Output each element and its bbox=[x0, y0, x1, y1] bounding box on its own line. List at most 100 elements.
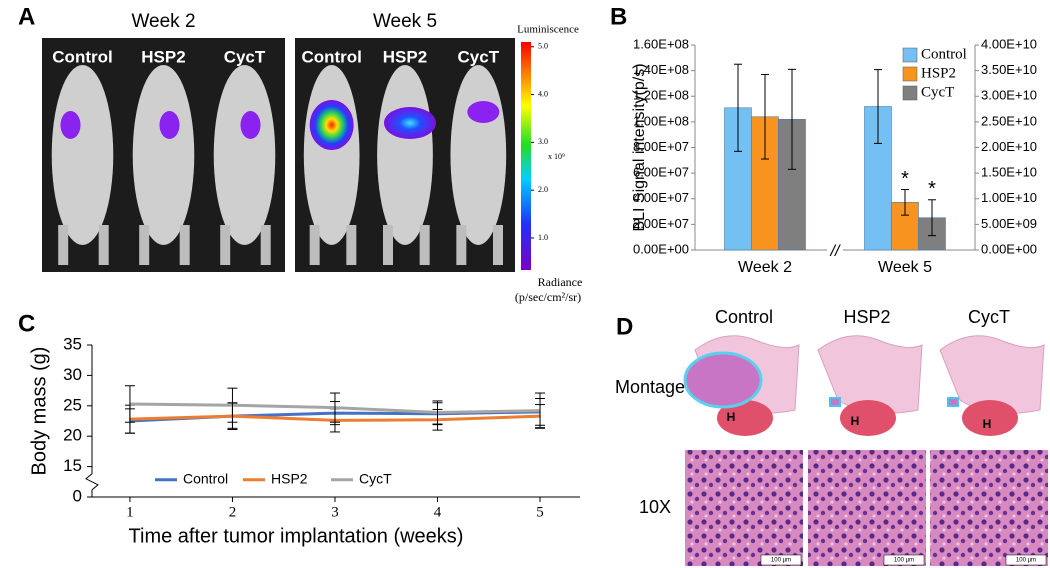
error-bar bbox=[874, 69, 882, 144]
legend-swatch bbox=[902, 47, 918, 63]
error-bar bbox=[928, 199, 936, 237]
y-tick-label: 2.00E+07 bbox=[633, 216, 689, 231]
heart-label: H bbox=[983, 417, 992, 431]
signal bbox=[309, 100, 354, 150]
mouse-label: CycT bbox=[458, 47, 500, 66]
column-label: Control bbox=[715, 307, 773, 327]
heart-tissue bbox=[717, 400, 773, 436]
error-bar bbox=[329, 392, 340, 423]
y-tick-label: 0.00E+00 bbox=[981, 241, 1037, 256]
scale-bar-box bbox=[883, 554, 925, 566]
histology bbox=[685, 450, 803, 566]
heart-label: H bbox=[727, 410, 736, 424]
x-tick-label: 4 bbox=[434, 504, 442, 520]
y-tick-label: 1.60E+08 bbox=[633, 36, 689, 51]
error-bar bbox=[761, 73, 769, 160]
mouse-body bbox=[132, 65, 195, 245]
colorbar-unit: (p/sec/cm²/sr) bbox=[515, 290, 581, 304]
legend-swatch bbox=[902, 66, 918, 82]
x-tick-label: 1 bbox=[126, 504, 134, 520]
row-label: 10X bbox=[639, 497, 671, 517]
x-tick-label: 5 bbox=[536, 504, 544, 520]
heart-label: H bbox=[851, 414, 860, 428]
y-tick-label: 20 bbox=[63, 426, 82, 445]
significance-marker: * bbox=[928, 178, 936, 200]
legend-label: Control bbox=[921, 46, 967, 62]
y-tick-label: 4.00E+10 bbox=[981, 36, 1037, 51]
mouse-leg bbox=[383, 225, 393, 265]
y-tick-label: 30 bbox=[63, 365, 82, 384]
legend-label: CycT bbox=[359, 471, 392, 487]
y-tick-label: 0.00E+00 bbox=[633, 241, 689, 256]
legend-label: CycT bbox=[921, 84, 954, 100]
row-label: Montage bbox=[615, 377, 685, 397]
y-tick-label: 35 bbox=[63, 334, 82, 353]
mouse-label: Control bbox=[301, 47, 361, 66]
y-tick-label: 8.00E+07 bbox=[633, 139, 689, 154]
signal bbox=[467, 101, 500, 123]
colorbar-tick-label: 4.0 bbox=[538, 89, 548, 98]
mouse-leg bbox=[98, 225, 109, 265]
y-tick-label: 25 bbox=[63, 395, 82, 414]
x-tick-label: 3 bbox=[331, 504, 339, 520]
error-bar bbox=[901, 189, 909, 216]
image-title: Week 2 bbox=[131, 11, 195, 32]
tumor bbox=[947, 397, 959, 407]
scale-bar-box bbox=[1005, 554, 1047, 566]
mouse-leg bbox=[220, 225, 231, 265]
heart-tissue bbox=[962, 400, 1018, 436]
mouse-body bbox=[303, 65, 360, 245]
y-tick-label: 1.40E+08 bbox=[633, 62, 689, 77]
legend-label: HSP2 bbox=[271, 471, 308, 487]
panel-label: A bbox=[18, 3, 35, 30]
error-bar bbox=[788, 68, 796, 170]
panel-label: C bbox=[18, 310, 35, 337]
mouse-leg bbox=[346, 225, 357, 265]
y-tick-label: 15 bbox=[63, 456, 82, 475]
signal bbox=[159, 111, 180, 139]
error-bar bbox=[124, 385, 135, 423]
error-bar bbox=[432, 400, 443, 425]
significance-marker: * bbox=[901, 168, 909, 190]
y-tick-label: 3.50E+10 bbox=[981, 62, 1037, 77]
mouse-body bbox=[213, 65, 276, 245]
mouse-leg bbox=[456, 225, 467, 265]
y-axis-label: Body mass (g) bbox=[28, 347, 50, 476]
axis-break: // bbox=[830, 243, 841, 260]
column-label: HSP2 bbox=[843, 307, 890, 327]
scale-bar-label: 100 µm bbox=[1016, 558, 1036, 564]
colorbar bbox=[521, 42, 531, 270]
y-tick-label: 2.00E+10 bbox=[981, 139, 1037, 154]
error-bar bbox=[227, 387, 238, 423]
break-mask bbox=[827, 246, 843, 254]
column-label: CycT bbox=[968, 307, 1010, 327]
y-tick-label: 5.00E+09 bbox=[981, 216, 1037, 231]
mouse-label: HSP2 bbox=[141, 47, 185, 66]
colorbar-quantity: Radiance bbox=[538, 275, 583, 289]
mouse-body bbox=[450, 65, 507, 245]
colorbar-tick-label: 5.0 bbox=[538, 42, 548, 51]
mouse-leg bbox=[139, 225, 150, 265]
error-bar bbox=[734, 63, 742, 152]
colorbar-tick-label: 3.0 bbox=[538, 137, 548, 146]
y-tick-label: 3.00E+10 bbox=[981, 88, 1037, 103]
panel-label: D bbox=[616, 313, 633, 340]
image-title: Week 5 bbox=[373, 11, 437, 32]
mouse-body bbox=[51, 65, 114, 245]
legend-swatch bbox=[902, 85, 918, 101]
y-tick-label: 1.50E+10 bbox=[981, 165, 1037, 180]
colorbar-title: Luminiscence bbox=[517, 24, 579, 36]
x-axis-label: Time after tumor implantation (weeks) bbox=[129, 525, 464, 547]
signal bbox=[240, 111, 261, 139]
scale-bar-label: 100 µm bbox=[894, 558, 914, 564]
heart-tissue bbox=[840, 400, 896, 436]
colorbar-multiplier: x 10⁹ bbox=[548, 152, 565, 161]
signal bbox=[384, 107, 436, 139]
legend-label: HSP2 bbox=[921, 65, 956, 81]
legend-label: Control bbox=[183, 471, 228, 487]
x-tick-label: Week 2 bbox=[738, 259, 792, 276]
mouse-label: Control bbox=[52, 47, 112, 66]
x-tick-label: 2 bbox=[229, 504, 237, 520]
